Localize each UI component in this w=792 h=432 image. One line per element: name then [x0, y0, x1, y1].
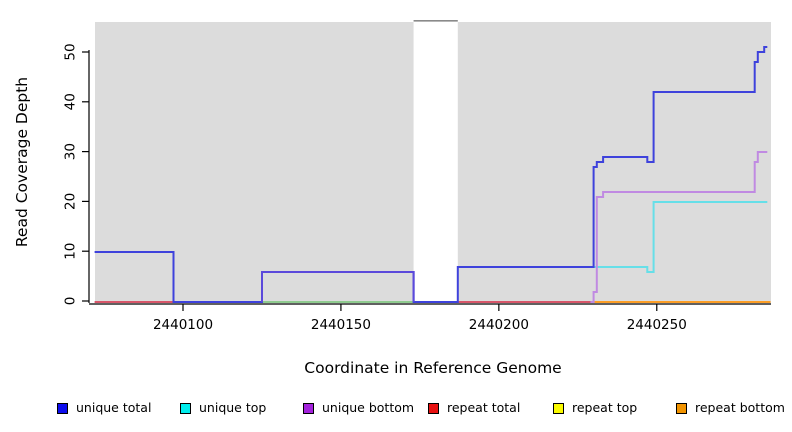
- legend-swatch-icon: [553, 402, 564, 414]
- x-tick-label: 2440200: [469, 317, 529, 333]
- legend-label: unique total: [76, 400, 152, 415]
- series-line-unique-total-violet-overlay: [261, 271, 415, 302]
- y-tick-label: 50: [63, 43, 79, 60]
- legend-label: repeat top: [572, 400, 638, 415]
- legend-item-repeat-bottom: repeat bottom: [676, 401, 785, 415]
- legend-item-repeat-top: repeat top: [553, 401, 637, 415]
- legend-swatch-icon: [428, 402, 439, 414]
- y-tick-label: 0: [63, 297, 79, 306]
- legend-swatch-icon: [676, 402, 687, 414]
- legend-item-unique-top: unique top: [180, 401, 266, 415]
- y-axis-title: Read Coverage Depth: [13, 76, 31, 248]
- x-axis-title: Coordinate in Reference Genome: [304, 359, 562, 377]
- legend-item-repeat-total: repeat total: [428, 401, 520, 415]
- x-tick-label: 2440150: [311, 317, 371, 333]
- y-tick-label: 30: [63, 143, 79, 160]
- series-line-unique-bottom: [590, 151, 768, 303]
- masked-region: [413, 20, 458, 303]
- legend-swatch-icon: [57, 402, 68, 414]
- y-tick-label: 40: [63, 93, 79, 110]
- chart-canvas: 0 10 20 30 40 50 2440100 2440150 2440200 2440250: [63, 19, 771, 333]
- y-tick-label: 10: [63, 243, 79, 260]
- legend-label: repeat bottom: [695, 400, 785, 415]
- legend-item-unique-total: unique total: [57, 401, 151, 415]
- x-tick-label: 2440100: [153, 317, 213, 333]
- legend-label: unique top: [199, 400, 267, 415]
- legend-swatch-icon: [180, 402, 191, 414]
- series-line-unique-top: [593, 201, 768, 273]
- y-tick-label: 20: [63, 193, 79, 210]
- x-tick-label: 2440250: [627, 317, 687, 333]
- legend-label: repeat total: [447, 400, 521, 415]
- legend-item-unique-bottom: unique bottom: [303, 401, 414, 415]
- legend-swatch-icon: [303, 402, 314, 414]
- legend-label: unique bottom: [322, 400, 415, 415]
